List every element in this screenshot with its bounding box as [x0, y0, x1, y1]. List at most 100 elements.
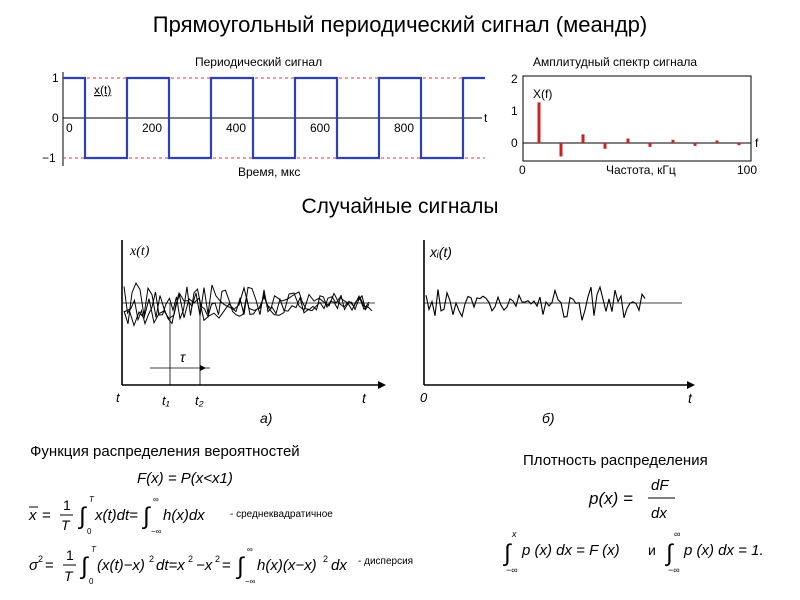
- random-trace-2: [123, 285, 370, 328]
- ytick-0: 0: [52, 111, 59, 125]
- svg-text:∫: ∫: [235, 553, 245, 580]
- spectrum-plot-title: Амплитудный спектр сигнала: [533, 55, 698, 69]
- caption-b: б): [542, 410, 555, 426]
- spectrum-frame: [522, 75, 752, 162]
- svg-text:∫: ∫: [664, 540, 674, 567]
- spectrum-bar-6: [648, 143, 652, 147]
- random-trace: [425, 285, 646, 321]
- svg-text:2: 2: [188, 554, 193, 564]
- svg-text:∫: ∫: [141, 503, 151, 530]
- tau-arrow-head-right: [200, 365, 206, 371]
- t-axis-label: t: [484, 111, 488, 125]
- y-axis-label: x(t): [129, 244, 150, 259]
- meander-signal: [63, 76, 485, 160]
- svg-text:T: T: [64, 568, 74, 584]
- xtick-100: 100: [737, 163, 757, 177]
- svg-text:−∞: −∞: [668, 565, 680, 575]
- mean-note: - среднеквадратичное: [230, 509, 333, 520]
- variance-formula: σ 2 = 1 T ∫ T 0 (x(t)−x) 2 dt=x 2 −x 2 =…: [29, 545, 413, 586]
- svg-text:T: T: [89, 495, 95, 504]
- svg-text:∫: ∫: [77, 503, 87, 530]
- svg-text:=: =: [42, 507, 51, 524]
- svg-text:−∞: −∞: [245, 577, 256, 586]
- f-axis-label: f: [755, 136, 759, 150]
- svg-text:∞: ∞: [674, 529, 680, 539]
- x-axis-arrow: [687, 381, 695, 389]
- series-label: x(t): [94, 83, 111, 97]
- xtick-800: 800: [394, 121, 414, 135]
- svg-text:p(x) =: p(x) =: [588, 489, 633, 508]
- axis-end-label: t: [362, 390, 367, 406]
- random-trace-3: [123, 286, 370, 326]
- distribution-heading: Функция распределения вероятностей: [30, 443, 300, 460]
- periodic-plot-title: Периодический сигнал: [195, 55, 323, 69]
- spectrum-bar-3: [581, 134, 585, 143]
- page-title: Прямоугольный периодический сигнал (меан…: [152, 12, 648, 37]
- spectrum-bar-5: [626, 138, 630, 143]
- svg-text:1: 1: [66, 547, 74, 563]
- svg-text:T: T: [91, 545, 97, 554]
- xtick-600: 600: [310, 121, 330, 135]
- ytick-minus-1: −1: [42, 151, 56, 165]
- svg-text:σ: σ: [29, 557, 39, 574]
- spectrum-bar-9: [715, 140, 719, 143]
- svg-text:−∞: −∞: [506, 565, 518, 575]
- random-signal-b: xᵢ(t) 0 t б): [420, 240, 695, 426]
- svg-text:∫: ∫: [79, 553, 89, 580]
- svg-text:=: =: [45, 557, 54, 574]
- svg-text:(x(t)−x): (x(t)−x): [97, 557, 145, 574]
- xtick-0: 0: [66, 121, 73, 135]
- svg-text:dF: dF: [651, 477, 669, 494]
- svg-text:−∞: −∞: [151, 527, 162, 536]
- svg-text:T: T: [61, 517, 71, 533]
- spectrum-bar-2: [559, 143, 563, 157]
- x-axis-arrow: [378, 381, 386, 389]
- spectrum-bar-8: [693, 143, 697, 146]
- spectrum-bar-10: [737, 143, 741, 146]
- svg-text:p (x) dx = F (x): p (x) dx = F (x): [521, 542, 620, 559]
- svg-text:x: x: [511, 529, 517, 539]
- ytick-1: 1: [511, 104, 518, 118]
- density-heading: Плотность распределения: [523, 452, 708, 469]
- periodic-plot-xlabel: Время, мкс: [238, 165, 301, 179]
- variance-note: - дисперсия: [358, 556, 413, 567]
- svg-text:dt=x: dt=x: [156, 557, 185, 574]
- xtick-0: 0: [519, 163, 526, 177]
- random-signal-a: x(t) τ t₁ t₂ t t а): [116, 240, 386, 426]
- svg-text:dx: dx: [331, 557, 347, 574]
- svg-text:h(x)(x−x): h(x)(x−x): [257, 557, 317, 574]
- svg-text:0: 0: [87, 527, 92, 536]
- svg-text:∞: ∞: [247, 545, 253, 554]
- t1-label: t₁: [162, 393, 170, 408]
- origin-label: 0: [420, 390, 428, 405]
- spectrum-bar-7: [671, 139, 675, 143]
- spectrum-plot: 2 1 0 X(f) f 0 100: [511, 72, 759, 177]
- periodic-signal-plot: 1 0 −1 x(t) t 0 200 400 600 800: [42, 71, 488, 166]
- and-word: и: [648, 542, 656, 558]
- spectrum-bar-1: [537, 102, 541, 143]
- xtick-400: 400: [226, 121, 246, 135]
- y-axis-label: xᵢ(t): [429, 244, 452, 260]
- svg-text:x(t)dt=: x(t)dt=: [94, 507, 138, 524]
- origin-label: t: [116, 390, 121, 405]
- svg-text:p (x) dx = 1.: p (x) dx = 1.: [683, 542, 764, 559]
- svg-text:=: =: [222, 557, 231, 574]
- density-formula: p(x) = dF dx: [588, 477, 675, 522]
- svg-text:2: 2: [149, 554, 154, 564]
- ytick-2: 2: [511, 72, 518, 86]
- xticks: 0 200 400 600 800: [66, 121, 414, 135]
- mean-formula: x = 1 T ∫ T 0 x(t)dt= ∫ ∞ −∞ h(x)dx - ср…: [28, 495, 333, 536]
- series-label: X(f): [533, 87, 552, 101]
- tau-label: τ: [180, 349, 186, 365]
- svg-text:2: 2: [215, 554, 220, 564]
- svg-text:h(x)dx: h(x)dx: [163, 507, 205, 524]
- svg-text:dx: dx: [651, 505, 667, 522]
- axis-end-label: t: [688, 390, 693, 406]
- density-integral-formula: ∫ x −∞ p (x) dx = F (x) и ∫ ∞ −∞ p (x) d…: [502, 529, 764, 575]
- ytick-0: 0: [511, 136, 518, 150]
- svg-text:x: x: [28, 507, 37, 524]
- spectrum-bar-4: [603, 143, 607, 149]
- t2-label: t₂: [195, 393, 204, 408]
- spectrum-plot-xlabel: Частота, кГц: [606, 163, 676, 177]
- random-signals-title: Случайные сигналы: [301, 195, 499, 218]
